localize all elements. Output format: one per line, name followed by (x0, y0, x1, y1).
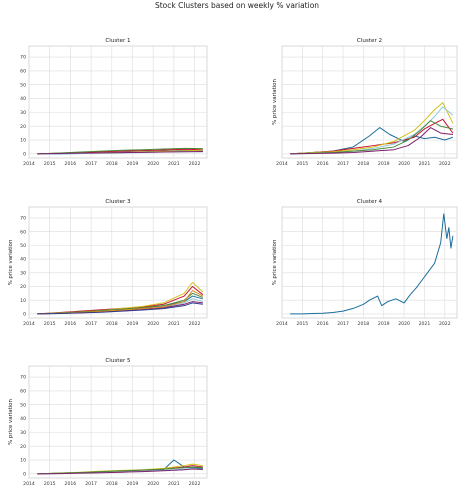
x-tick-label: 2017 (337, 161, 349, 167)
x-tick-label: 2017 (337, 321, 349, 327)
x-tick-label: 2015 (44, 321, 56, 327)
panel-5: 2014 2015 2016 2017 2018 2019 2020 2021 2022 0 10 2… (8, 358, 208, 487)
plot-area (281, 206, 458, 319)
x-tick-label: 2022 (189, 321, 201, 327)
x-tick-label: 2020 (147, 321, 159, 327)
x-tick-label: 2019 (127, 321, 139, 327)
panel-1: 2014 2015 2016 2017 2018 2019 2020 2021 2022 0 10 2… (20, 38, 208, 167)
series-line (37, 466, 203, 475)
x-tick-label: 2019 (378, 321, 390, 327)
y-tick-label: 60 (20, 229, 26, 235)
panel-4: 2014 2015 2016 2017 2018 2019 2020 2021 2022 Clus… (272, 199, 458, 327)
y-tick-label: 70 (20, 375, 26, 381)
x-tick-label: 2022 (189, 161, 201, 167)
x-tick-label: 2014 (23, 161, 35, 167)
x-tick-label: 2019 (378, 161, 390, 167)
x-tick-label: 2022 (439, 321, 451, 327)
x-tick-label: 2020 (398, 161, 410, 167)
plot-area (28, 45, 208, 159)
y-tick-label: 30 (20, 270, 26, 276)
x-tick-label: 2020 (398, 321, 410, 327)
x-tick-label: 2017 (85, 161, 97, 167)
y-tick-label: 20 (20, 284, 26, 290)
x-tick-label: 2017 (85, 481, 97, 487)
y-tick-label: 50 (20, 402, 26, 408)
x-tick-label: 2022 (439, 161, 451, 167)
plot-area (281, 45, 458, 159)
panel-3: 2014 2015 2016 2017 2018 2019 2020 2021 2022 0 10 2… (8, 199, 208, 327)
series-line (290, 120, 454, 155)
x-tick-label: 2014 (23, 481, 35, 487)
x-tick-label: 2016 (317, 161, 329, 167)
y-tick-label: 20 (20, 124, 26, 130)
y-axis-label: % price variation (272, 240, 278, 286)
panel-title: Cluster 2 (357, 38, 382, 44)
series-line (37, 147, 203, 155)
y-tick-label: 50 (20, 243, 26, 249)
series-line (37, 468, 203, 475)
x-tick-label: 2017 (85, 321, 97, 327)
x-tick-label: 2019 (127, 481, 139, 487)
x-tick-label: 2015 (44, 161, 56, 167)
y-tick-label: 60 (20, 68, 26, 74)
y-tick-label: 60 (20, 388, 26, 394)
x-tick-label: 2016 (65, 481, 77, 487)
x-tick-label: 2018 (106, 481, 118, 487)
y-tick-label: 0 (23, 311, 26, 317)
series-line (290, 213, 454, 315)
panel-2: 2014 2015 2016 2017 2018 2019 2020 2021 2022 Clus… (272, 38, 458, 167)
x-tick-label: 2021 (419, 161, 431, 167)
x-tick-label: 2018 (358, 321, 370, 327)
y-axis-label: % price variation (8, 399, 14, 445)
y-axis-label: % price variation (272, 79, 278, 125)
y-tick-label: 30 (20, 430, 26, 436)
y-tick-label: 40 (20, 96, 26, 102)
y-tick-label: 40 (20, 257, 26, 263)
x-tick-label: 2022 (189, 481, 201, 487)
y-tick-label: 10 (20, 138, 26, 144)
panel-title: Cluster 4 (357, 199, 383, 205)
y-tick-label: 70 (20, 55, 26, 61)
panel-title: Cluster 1 (105, 38, 131, 44)
y-tick-label: 10 (20, 298, 26, 304)
panel-title: Cluster 3 (105, 199, 131, 205)
x-tick-label: 2018 (358, 161, 370, 167)
x-tick-label: 2020 (147, 481, 159, 487)
x-tick-label: 2014 (23, 321, 35, 327)
x-tick-label: 2014 (276, 161, 288, 167)
figure-title: Stock Clusters based on weekly % variati… (154, 1, 320, 10)
x-tick-label: 2019 (127, 161, 139, 167)
series-line (37, 151, 203, 155)
plot-area (28, 206, 208, 319)
x-tick-label: 2018 (106, 321, 118, 327)
series-line (290, 102, 454, 155)
plot-area (28, 365, 208, 479)
x-tick-label: 2015 (296, 161, 308, 167)
y-tick-label: 70 (20, 216, 26, 222)
x-tick-label: 2016 (65, 321, 77, 327)
y-tick-label: 0 (23, 471, 26, 477)
x-tick-label: 2015 (44, 481, 56, 487)
y-tick-label: 30 (20, 110, 26, 116)
y-tick-label: 50 (20, 82, 26, 88)
y-tick-label: 10 (20, 458, 26, 464)
x-tick-label: 2014 (276, 321, 288, 327)
x-tick-label: 2021 (168, 481, 180, 487)
x-tick-label: 2016 (317, 321, 329, 327)
x-tick-label: 2015 (296, 321, 308, 327)
x-tick-label: 2018 (106, 161, 118, 167)
series-line (37, 302, 203, 315)
x-tick-label: 2016 (65, 161, 77, 167)
panel-title: Cluster 5 (105, 358, 131, 364)
x-tick-label: 2020 (147, 161, 159, 167)
y-tick-label: 40 (20, 416, 26, 422)
y-axis-label: % price variation (8, 240, 14, 286)
y-tick-label: 20 (20, 444, 26, 450)
y-tick-label: 0 (23, 151, 26, 157)
x-tick-label: 2021 (168, 321, 180, 327)
x-tick-label: 2021 (168, 161, 180, 167)
series-line (290, 127, 453, 155)
x-tick-label: 2021 (419, 321, 431, 327)
